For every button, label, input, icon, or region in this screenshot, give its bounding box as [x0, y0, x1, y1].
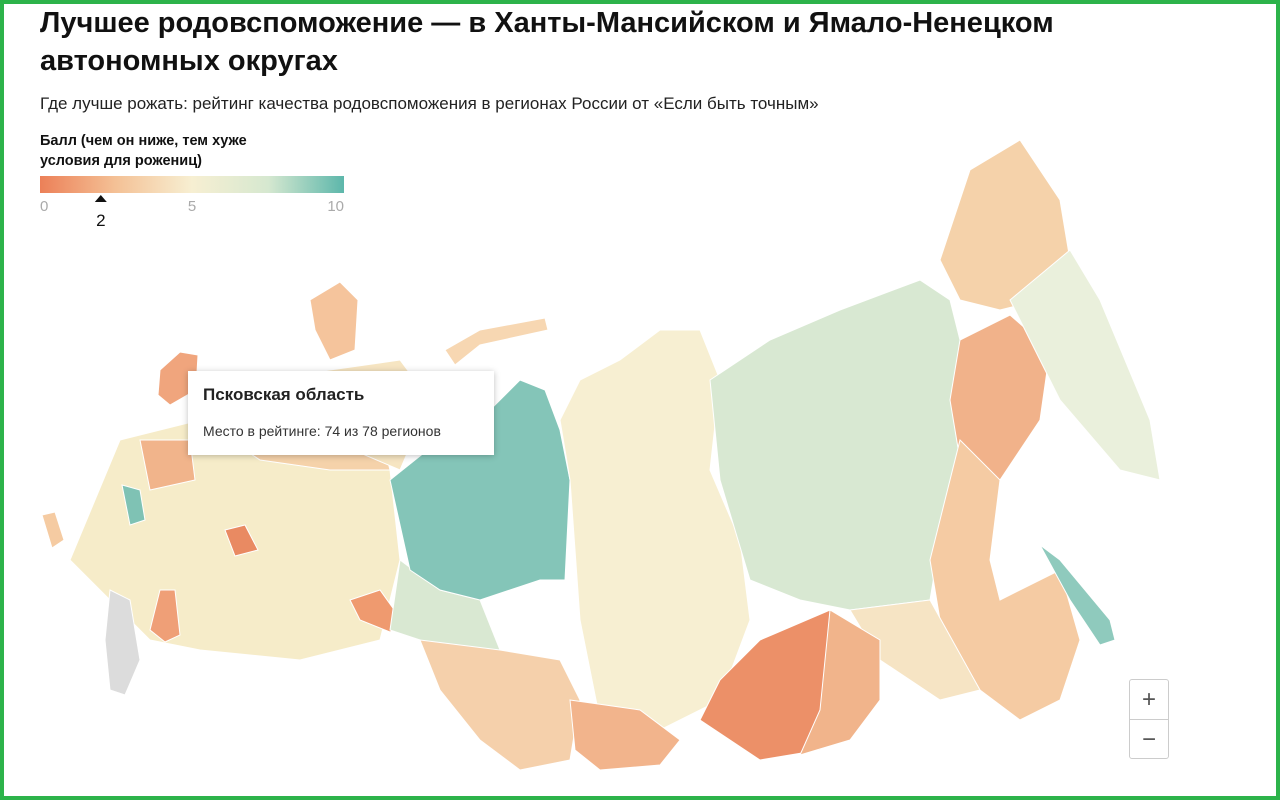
- zoom-in-button[interactable]: +: [1130, 680, 1168, 720]
- region: [444, 317, 549, 366]
- subtitle: Где лучше рожать: рейтинг качества родов…: [40, 94, 819, 113]
- title: Лучшее родовспоможение — в Ханты-Мансийс…: [40, 7, 1054, 77]
- region: [104, 589, 141, 696]
- zoom-out-button[interactable]: −: [1141, 726, 1156, 753]
- region: [224, 524, 259, 557]
- tooltip: Псковская область Место в рейтинге: 74 и…: [188, 371, 494, 455]
- legend-tick-label: 5: [188, 198, 196, 215]
- region: [121, 484, 146, 526]
- region: [1009, 249, 1161, 481]
- legend-tick-label: 0: [40, 198, 48, 215]
- zoom-control: + −: [1129, 679, 1169, 759]
- legend-marker: [94, 195, 107, 202]
- regions: [41, 139, 1161, 771]
- region: [41, 511, 65, 549]
- tooltip-text: Место в рейтинге: 74 из 78 регионов: [203, 423, 441, 439]
- legend-ticks: 0 5 10 2: [40, 195, 344, 230]
- tooltip-title: Псковская область: [203, 385, 365, 404]
- legend-title: Балл (чем он ниже, тем хуже условия для …: [40, 133, 247, 169]
- region: [799, 609, 881, 756]
- region: [569, 699, 681, 771]
- region: [139, 439, 196, 491]
- legend-bar: [40, 176, 344, 193]
- region: [949, 314, 1051, 481]
- legend-marker-label: 2: [96, 211, 105, 230]
- legend-tick-label: 10: [327, 198, 344, 215]
- region: [929, 439, 1081, 721]
- region: [149, 589, 181, 643]
- region: [419, 639, 581, 771]
- region: [309, 281, 359, 361]
- region: [1039, 544, 1116, 646]
